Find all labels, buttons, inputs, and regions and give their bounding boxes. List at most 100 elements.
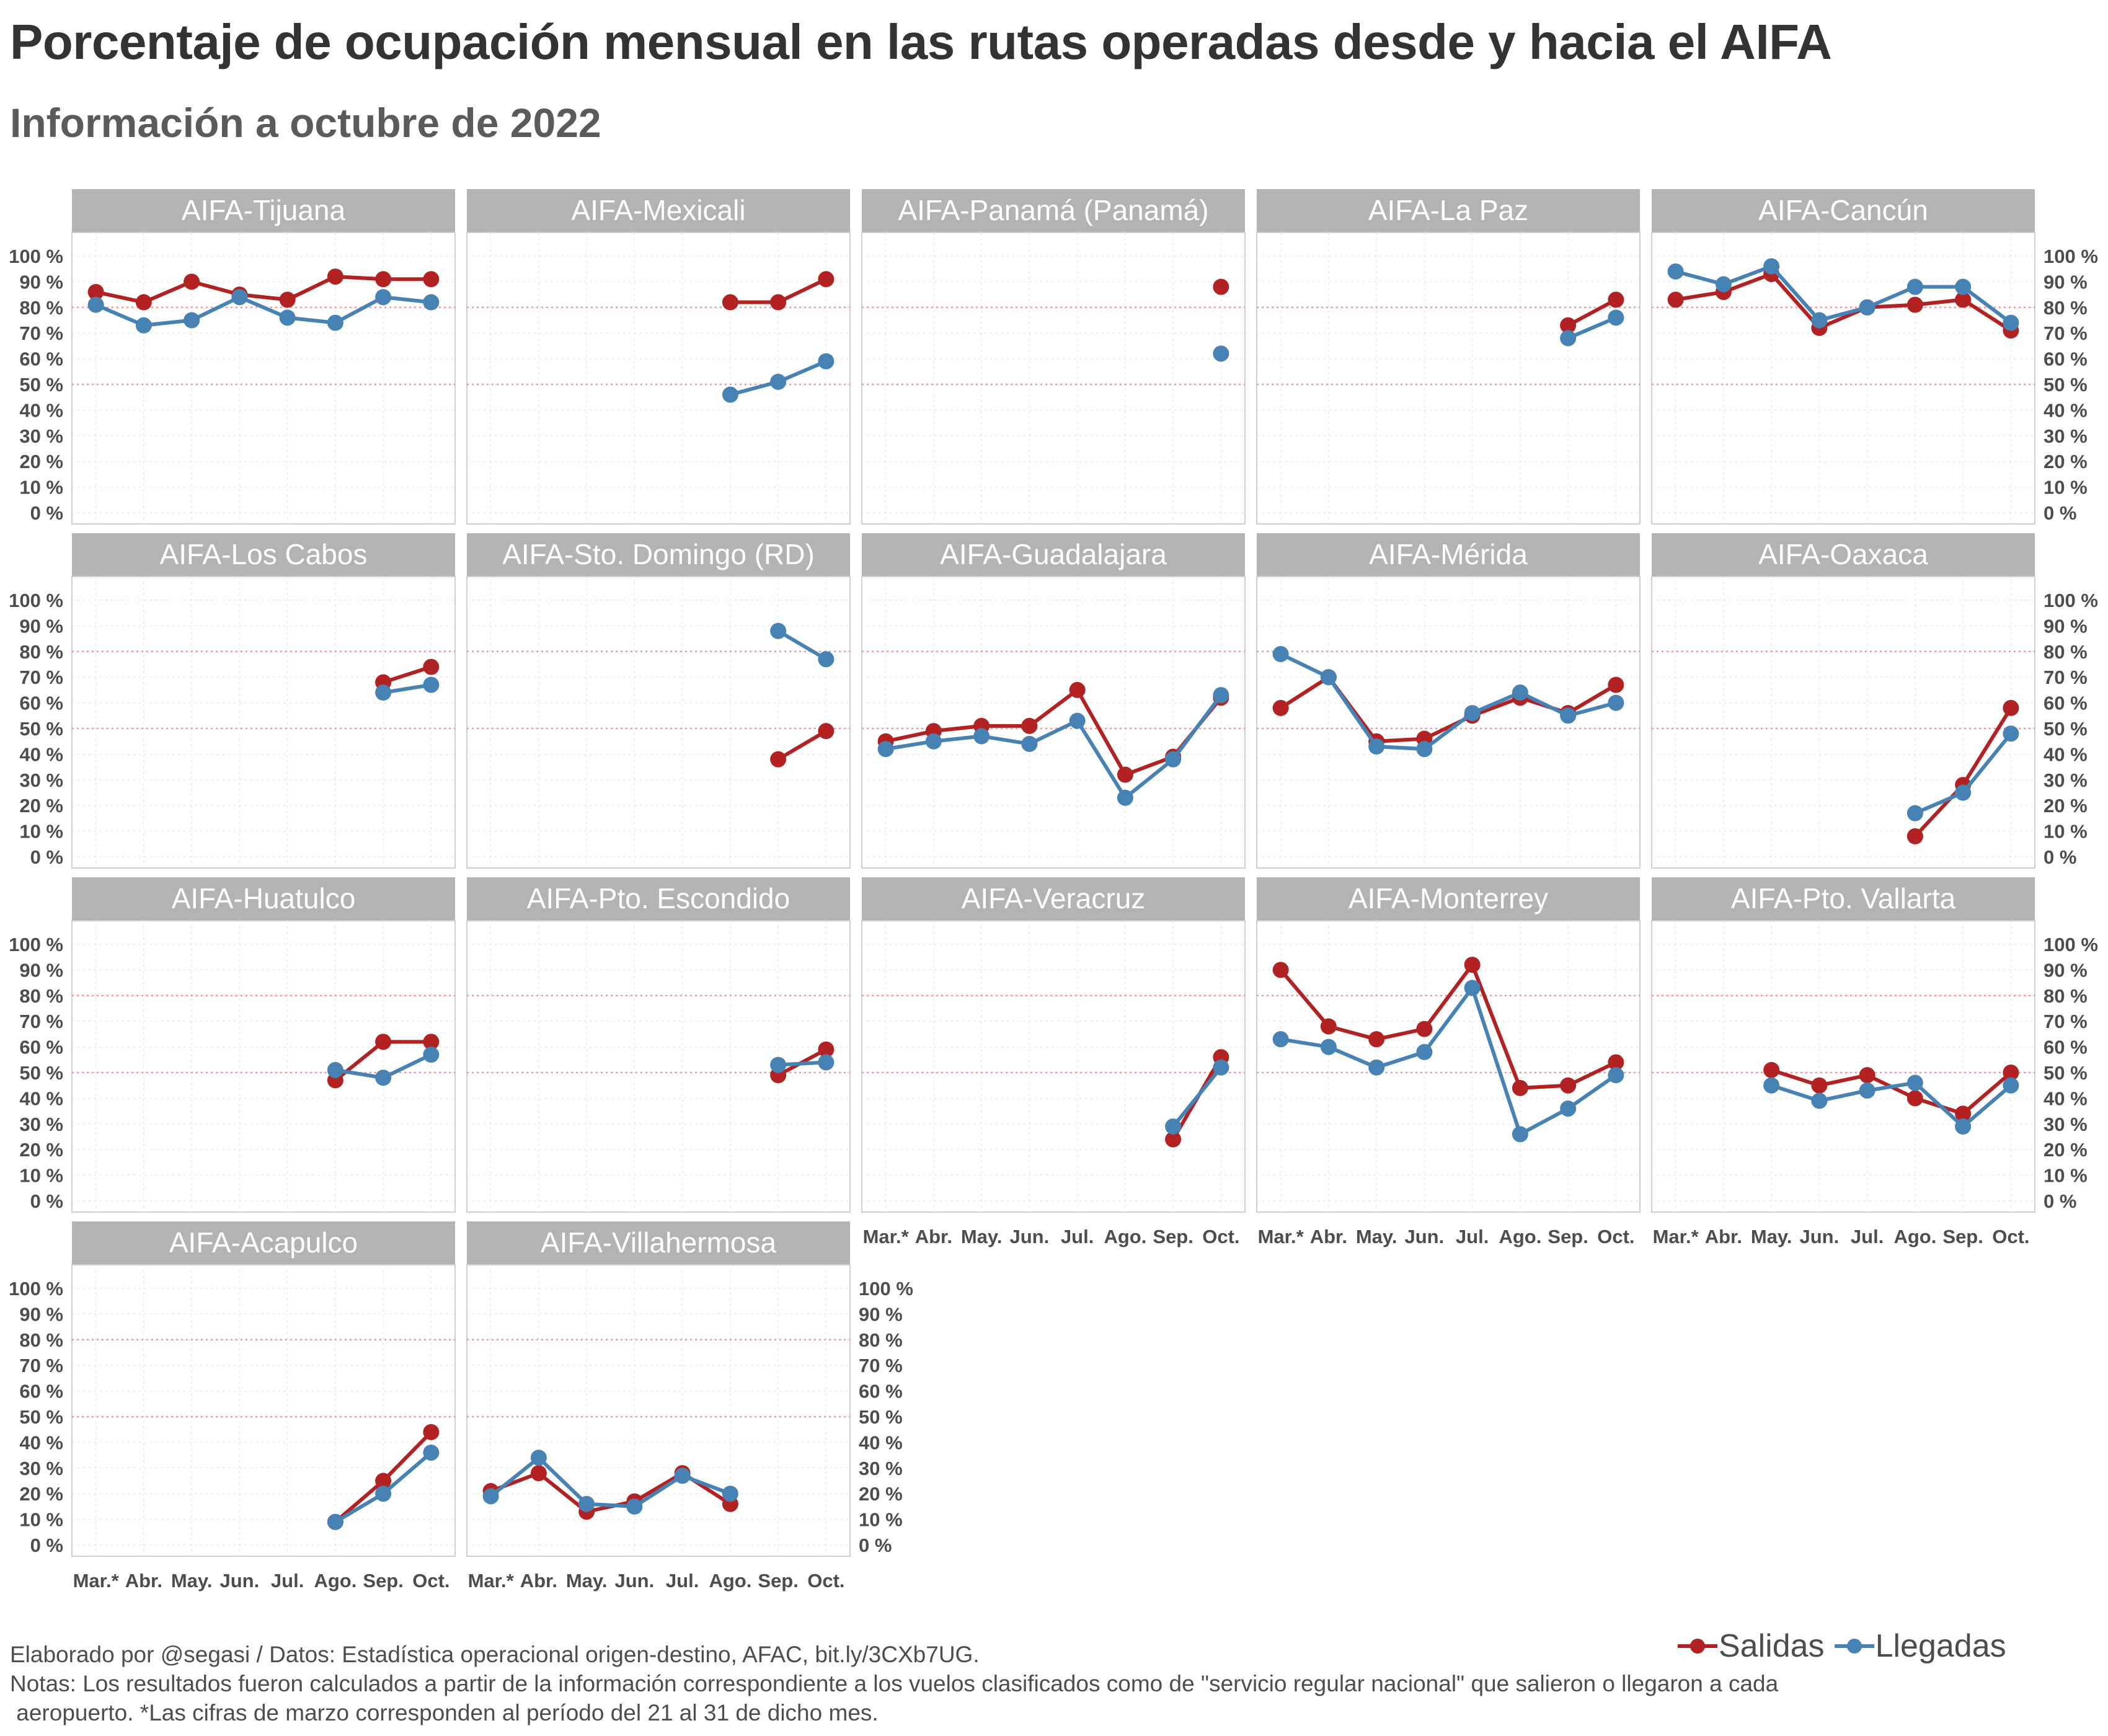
y-tick-left-70-aifa-acapulco: 70 % — [19, 1355, 63, 1376]
y-tick-left-30-aifa-acapulco: 30 % — [19, 1458, 63, 1479]
panel-frame-aifa-guadalajara — [861, 576, 1246, 869]
point-llegadas-mar-aifa-merida — [1272, 645, 1289, 662]
y-tick-left-100-aifa-acapulco: 100 % — [9, 1278, 63, 1300]
panel-strip-aifa-la-paz — [1257, 189, 1640, 232]
x-tick-sep-aifa-monterrey: Sep. — [1548, 1226, 1588, 1247]
point-llegadas-abr-aifa-villahermosa — [530, 1450, 547, 1466]
x-tick-jun-aifa-monterrey: Jun. — [1405, 1226, 1445, 1247]
point-salidas-oct-aifa-merida — [1608, 676, 1624, 693]
x-tick-abr-aifa-acapulco: Abr. — [125, 1570, 162, 1592]
panel-title-aifa-villahermosa: AIFA-Villahermosa — [541, 1226, 777, 1259]
point-salidas-may-aifa-tijuana — [184, 273, 200, 290]
point-llegadas-jun-aifa-monterrey — [1416, 1043, 1433, 1060]
point-llegadas-sep-aifa-acapulco — [375, 1486, 392, 1502]
panel-strip-aifa-oaxaca — [1652, 533, 2035, 577]
point-llegadas-jun-aifa-villahermosa — [626, 1498, 643, 1515]
point-llegadas-mar-aifa-cancun — [1667, 263, 1684, 280]
panel-strip-aifa-tijuana — [72, 189, 455, 232]
point-llegadas-abr-aifa-tijuana — [135, 317, 152, 334]
y-tick-left-70-aifa-los-cabos: 70 % — [19, 666, 63, 688]
point-salidas-mar-aifa-cancun — [1667, 291, 1684, 308]
point-llegadas-may-aifa-cancun — [1763, 258, 1780, 275]
x-tick-sep-aifa-pto-vallarta: Sep. — [1942, 1226, 1983, 1247]
point-llegadas-mar-aifa-guadalajara — [877, 741, 894, 758]
panel-frame-aifa-sto-domingo-rd — [466, 576, 851, 869]
panel-title-aifa-los-cabos: AIFA-Los Cabos — [160, 538, 368, 570]
y-tick-right-40-aifa-cancun: 40 % — [2044, 399, 2088, 421]
x-tick-sep-aifa-acapulco: Sep. — [363, 1570, 403, 1592]
point-salidas-sep-aifa-la-paz — [1560, 317, 1577, 334]
y-tick-right-10-aifa-pto-vallarta: 10 % — [2044, 1165, 2088, 1187]
legend-label-salidas: Salidas — [1719, 1628, 1825, 1664]
y-tick-left-90-aifa-los-cabos: 90 % — [19, 615, 63, 637]
point-salidas-jun-aifa-guadalajara — [1021, 717, 1038, 734]
panel-frame-aifa-monterrey — [1256, 920, 1641, 1213]
x-tick-sep-aifa-villahermosa: Sep. — [758, 1570, 798, 1592]
point-llegadas-sep-aifa-cancun — [1955, 278, 1972, 295]
y-tick-right-70-aifa-pto-vallarta: 70 % — [2044, 1011, 2088, 1032]
point-llegadas-sep-aifa-sto-domingo-rd — [770, 622, 787, 639]
y-tick-right-50-aifa-cancun: 50 % — [2044, 374, 2088, 396]
point-salidas-oct-aifa-pto-vallarta — [2003, 1065, 2019, 1081]
y-tick-left-10-aifa-huatulco: 10 % — [19, 1165, 63, 1187]
panel-frame-aifa-mexicali — [466, 232, 851, 525]
point-llegadas-jun-aifa-pto-vallarta — [1811, 1092, 1828, 1109]
point-llegadas-oct-aifa-merida — [1608, 694, 1624, 711]
panel-title-aifa-tijuana: AIFA-Tijuana — [182, 194, 346, 226]
x-tick-may-aifa-acapulco: May. — [171, 1570, 213, 1592]
x-tick-jul-aifa-pto-vallarta: Jul. — [1851, 1226, 1884, 1247]
point-llegadas-sep-aifa-pto-vallarta — [1955, 1118, 1972, 1135]
panel-title-aifa-la-paz: AIFA-La Paz — [1368, 194, 1528, 226]
panel-title-aifa-pto-escondido: AIFA-Pto. Escondido — [527, 882, 790, 914]
point-llegadas-may-aifa-villahermosa — [578, 1495, 595, 1512]
point-salidas-ago-aifa-mexicali — [722, 294, 738, 311]
point-llegadas-oct-aifa-cancun — [2003, 314, 2019, 331]
y-tick-left-60-aifa-huatulco: 60 % — [19, 1037, 63, 1058]
x-tick-ago-aifa-villahermosa: Ago. — [709, 1570, 751, 1592]
panel-title-aifa-oaxaca: AIFA-Oaxaca — [1758, 538, 1928, 570]
x-tick-sep-aifa-veracruz: Sep. — [1153, 1226, 1193, 1247]
point-llegadas-abr-aifa-merida — [1320, 669, 1337, 686]
y-tick-left-70-aifa-huatulco: 70 % — [19, 1011, 63, 1032]
point-llegadas-ago-aifa-cancun — [1906, 278, 1923, 295]
point-salidas-oct-aifa-la-paz — [1608, 291, 1624, 308]
point-llegadas-oct-aifa-los-cabos — [423, 676, 440, 693]
x-tick-ago-aifa-pto-vallarta: Ago. — [1893, 1226, 1936, 1247]
panel-frame-aifa-cancun — [1651, 232, 2035, 525]
point-llegadas-sep-aifa-la-paz — [1560, 330, 1577, 347]
y-tick-right-50-aifa-villahermosa: 50 % — [859, 1406, 903, 1428]
point-llegadas-mar-aifa-monterrey — [1272, 1031, 1289, 1048]
point-llegadas-oct-aifa-tijuana — [423, 294, 440, 311]
x-tick-abr-aifa-monterrey: Abr. — [1310, 1226, 1347, 1247]
y-tick-right-0-aifa-pto-vallarta: 0 % — [2044, 1190, 2076, 1212]
y-tick-right-40-aifa-oaxaca: 40 % — [2044, 743, 2088, 765]
y-tick-right-10-aifa-oaxaca: 10 % — [2044, 821, 2088, 843]
point-llegadas-jul-aifa-monterrey — [1464, 980, 1481, 996]
y-tick-right-20-aifa-oaxaca: 20 % — [2044, 795, 2088, 817]
point-llegadas-jul-aifa-pto-vallarta — [1859, 1082, 1876, 1099]
point-salidas-jun-aifa-monterrey — [1416, 1021, 1433, 1037]
y-tick-left-0-aifa-huatulco: 0 % — [30, 1190, 63, 1212]
point-llegadas-oct-aifa-huatulco — [423, 1047, 440, 1063]
point-salidas-may-aifa-pto-vallarta — [1763, 1061, 1780, 1078]
point-llegadas-abr-aifa-cancun — [1715, 276, 1732, 293]
point-llegadas-may-aifa-merida — [1368, 738, 1385, 755]
panel-strip-aifa-los-cabos — [72, 533, 455, 577]
y-tick-right-90-aifa-cancun: 90 % — [2044, 271, 2088, 293]
series-line-llegadas-0-aifa-pto-vallarta — [1771, 1081, 2013, 1128]
y-tick-right-60-aifa-cancun: 60 % — [2044, 348, 2088, 370]
panel-title-aifa-pto-vallarta: AIFA-Pto. Vallarta — [1731, 882, 1956, 914]
x-tick-may-aifa-pto-vallarta: May. — [1751, 1226, 1792, 1247]
point-llegadas-ago-aifa-huatulco — [327, 1061, 343, 1078]
x-tick-jul-aifa-monterrey: Jul. — [1456, 1226, 1489, 1247]
y-tick-left-50-aifa-acapulco: 50 % — [19, 1406, 63, 1428]
point-salidas-sep-aifa-cancun — [1955, 291, 1972, 308]
y-tick-left-30-aifa-huatulco: 30 % — [19, 1114, 63, 1135]
y-tick-left-30-aifa-los-cabos: 30 % — [19, 769, 63, 791]
x-tick-jun-aifa-veracruz: Jun. — [1010, 1226, 1050, 1247]
point-llegadas-jul-aifa-cancun — [1859, 299, 1876, 316]
panel-strip-aifa-monterrey — [1257, 877, 1640, 921]
panel-frame-aifa-pto-escondido — [466, 920, 851, 1213]
x-tick-oct-aifa-monterrey: Oct. — [1597, 1226, 1634, 1247]
y-tick-left-50-aifa-tijuana: 50 % — [19, 374, 63, 396]
